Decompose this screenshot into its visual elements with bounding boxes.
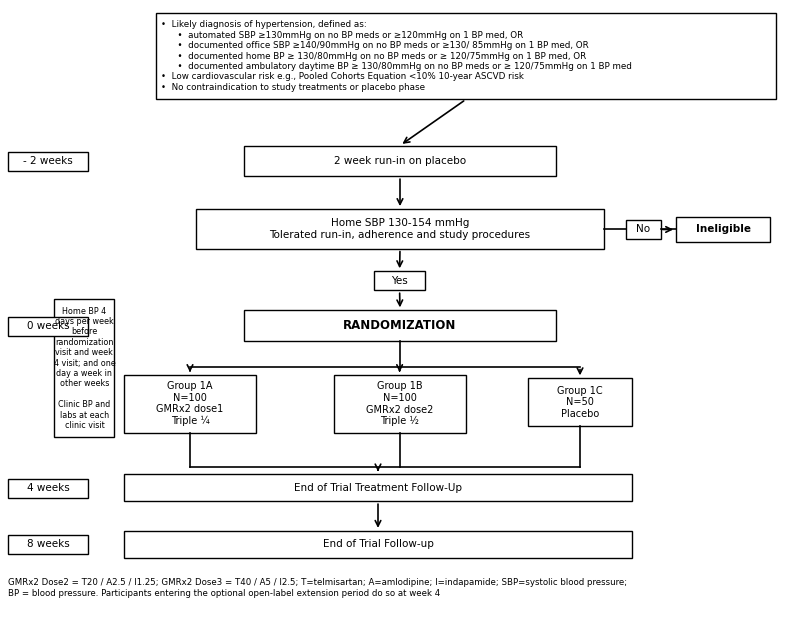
FancyBboxPatch shape (244, 146, 556, 176)
Text: No: No (636, 224, 650, 235)
FancyBboxPatch shape (156, 13, 776, 99)
Text: GMRx2 Dose2 = T20 / A2.5 / I1.25; GMRx2 Dose3 = T40 / A5 / I2.5; T=telmisartan; : GMRx2 Dose2 = T20 / A2.5 / I1.25; GMRx2 … (8, 578, 627, 597)
FancyBboxPatch shape (124, 531, 632, 558)
Text: 2 week run-in on placebo: 2 week run-in on placebo (334, 156, 466, 166)
FancyBboxPatch shape (196, 209, 604, 249)
FancyBboxPatch shape (374, 271, 425, 290)
FancyBboxPatch shape (528, 378, 632, 426)
Text: Group 1A
N=100
GMRx2 dose1
Triple ¼: Group 1A N=100 GMRx2 dose1 Triple ¼ (156, 381, 224, 426)
Text: Home SBP 130-154 mmHg
Tolerated run-in, adherence and study procedures: Home SBP 130-154 mmHg Tolerated run-in, … (270, 218, 530, 240)
Text: RANDOMIZATION: RANDOMIZATION (343, 319, 457, 332)
FancyBboxPatch shape (8, 152, 88, 171)
Text: 0 weeks: 0 weeks (26, 320, 70, 331)
Text: 4 weeks: 4 weeks (26, 483, 70, 493)
FancyBboxPatch shape (8, 317, 88, 336)
FancyBboxPatch shape (334, 375, 466, 433)
FancyBboxPatch shape (124, 474, 632, 501)
Text: •  Likely diagnosis of hypertension, defined as:
      •  automated SBP ≥130mmHg: • Likely diagnosis of hypertension, defi… (161, 21, 632, 92)
Text: Group 1C
N=50
Placebo: Group 1C N=50 Placebo (557, 386, 603, 419)
Text: End of Trial Follow-up: End of Trial Follow-up (322, 539, 434, 549)
FancyBboxPatch shape (676, 217, 770, 242)
Text: Group 1B
N=100
GMRx2 dose2
Triple ½: Group 1B N=100 GMRx2 dose2 Triple ½ (366, 381, 434, 426)
FancyBboxPatch shape (54, 299, 114, 437)
FancyBboxPatch shape (8, 479, 88, 498)
Text: - 2 weeks: - 2 weeks (23, 156, 73, 166)
FancyBboxPatch shape (626, 220, 661, 239)
Text: Yes: Yes (391, 276, 408, 286)
FancyBboxPatch shape (8, 535, 88, 554)
FancyBboxPatch shape (124, 375, 256, 433)
Text: Home BP 4
days per week
before
randomization
visit and week
4 visit; and one
day: Home BP 4 days per week before randomiza… (54, 306, 115, 430)
Text: 8 weeks: 8 weeks (26, 539, 70, 549)
FancyBboxPatch shape (244, 310, 556, 341)
Text: End of Trial Treatment Follow-Up: End of Trial Treatment Follow-Up (294, 483, 462, 493)
Text: Ineligible: Ineligible (696, 224, 750, 235)
